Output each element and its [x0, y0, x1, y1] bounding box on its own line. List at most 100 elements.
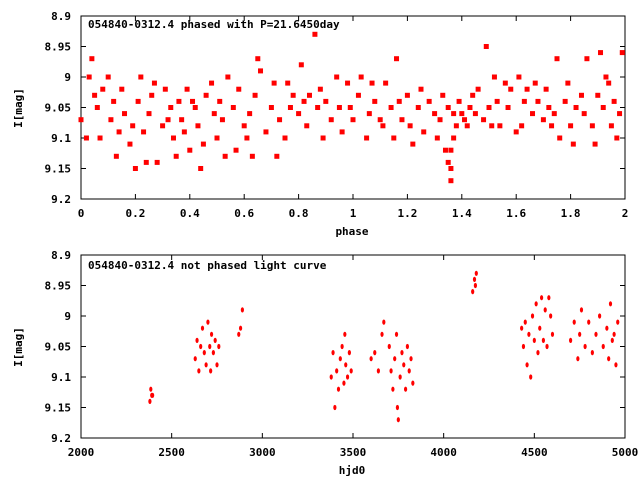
data-point — [380, 123, 385, 128]
data-point — [389, 368, 392, 373]
data-point — [117, 129, 122, 134]
data-point — [503, 81, 508, 86]
data-point — [111, 99, 116, 104]
data-point — [149, 387, 152, 392]
data-point — [285, 81, 290, 86]
data-point — [609, 301, 612, 306]
data-point — [302, 99, 307, 104]
data-point — [236, 87, 241, 92]
data-point — [255, 56, 260, 61]
data-point — [421, 129, 426, 134]
data-point — [204, 93, 209, 98]
data-point — [318, 87, 323, 92]
data-point — [378, 117, 383, 122]
data-point — [549, 313, 552, 318]
data-point — [217, 344, 220, 349]
data-point — [578, 332, 581, 337]
data-point — [584, 344, 587, 349]
data-point — [171, 136, 176, 141]
y-tick-label: 8.95 — [45, 41, 72, 54]
x-tick-label: 4000 — [430, 446, 457, 459]
data-point — [613, 332, 616, 337]
data-point — [427, 99, 432, 104]
data-point — [122, 111, 127, 116]
data-point — [391, 136, 396, 141]
data-point — [210, 332, 213, 337]
data-point — [225, 75, 230, 80]
data-point — [579, 93, 584, 98]
data-point — [214, 338, 217, 343]
data-point — [489, 123, 494, 128]
data-point — [546, 105, 551, 110]
x-axis-label: phase — [335, 225, 368, 238]
y-tick-label: 9.15 — [45, 402, 72, 415]
data-point — [612, 99, 617, 104]
data-point — [334, 75, 339, 80]
data-point — [462, 117, 467, 122]
data-point — [350, 368, 353, 373]
unphased-plot-panel: 054840-0312.4 not phased light curve hjd… — [12, 249, 638, 477]
data-point — [448, 166, 453, 171]
plot-title: 054840-0312.4 phased with P=21.6450day — [88, 18, 340, 31]
data-point — [506, 105, 511, 110]
data-point — [520, 326, 523, 331]
data-point — [149, 93, 154, 98]
data-point — [476, 87, 481, 92]
data-point — [307, 93, 312, 98]
data-point — [209, 368, 212, 373]
data-point — [451, 111, 456, 116]
data-point — [594, 332, 597, 337]
data-point — [342, 381, 345, 386]
data-point — [388, 344, 391, 349]
data-point — [144, 160, 149, 165]
data-point — [497, 123, 502, 128]
data-point — [607, 356, 610, 361]
data-point — [179, 117, 184, 122]
data-point — [616, 320, 619, 325]
data-point — [272, 81, 277, 86]
data-point — [473, 277, 476, 282]
data-point — [569, 338, 572, 343]
plot-frame — [81, 16, 625, 199]
data-point — [531, 313, 534, 318]
data-point — [399, 374, 402, 379]
data-point — [119, 87, 124, 92]
data-point — [199, 344, 202, 349]
data-point — [348, 105, 353, 110]
data-point — [197, 368, 200, 373]
y-tick-label: 9.15 — [45, 163, 72, 176]
data-point — [242, 123, 247, 128]
y-tick-label: 9.05 — [45, 341, 72, 354]
data-point — [571, 142, 576, 147]
data-point — [333, 405, 336, 410]
y-tick-label: 9.2 — [51, 432, 71, 445]
data-point — [457, 99, 462, 104]
data-point — [408, 368, 411, 373]
data-point — [601, 105, 606, 110]
data-point — [544, 307, 547, 312]
data-point — [474, 283, 477, 288]
x-tick-label: 4500 — [521, 446, 548, 459]
plot-title: 054840-0312.4 not phased light curve — [88, 259, 327, 272]
data-point — [397, 417, 400, 422]
data-point — [576, 356, 579, 361]
data-point — [288, 105, 293, 110]
data-point — [620, 50, 625, 55]
data-point — [370, 81, 375, 86]
data-point — [514, 129, 519, 134]
data-point — [215, 362, 218, 367]
x-tick-label: 1.8 — [561, 207, 581, 220]
data-point — [408, 123, 413, 128]
data-point — [182, 129, 187, 134]
data-points — [148, 271, 619, 423]
data-point — [237, 332, 240, 337]
data-point — [253, 93, 258, 98]
data-point — [540, 295, 543, 300]
data-point — [141, 129, 146, 134]
data-point — [241, 307, 244, 312]
x-tick-label: 0.4 — [180, 207, 200, 220]
data-point — [331, 350, 334, 355]
data-point — [239, 326, 242, 331]
x-tick-label: 0.2 — [125, 207, 145, 220]
data-point — [373, 350, 376, 355]
